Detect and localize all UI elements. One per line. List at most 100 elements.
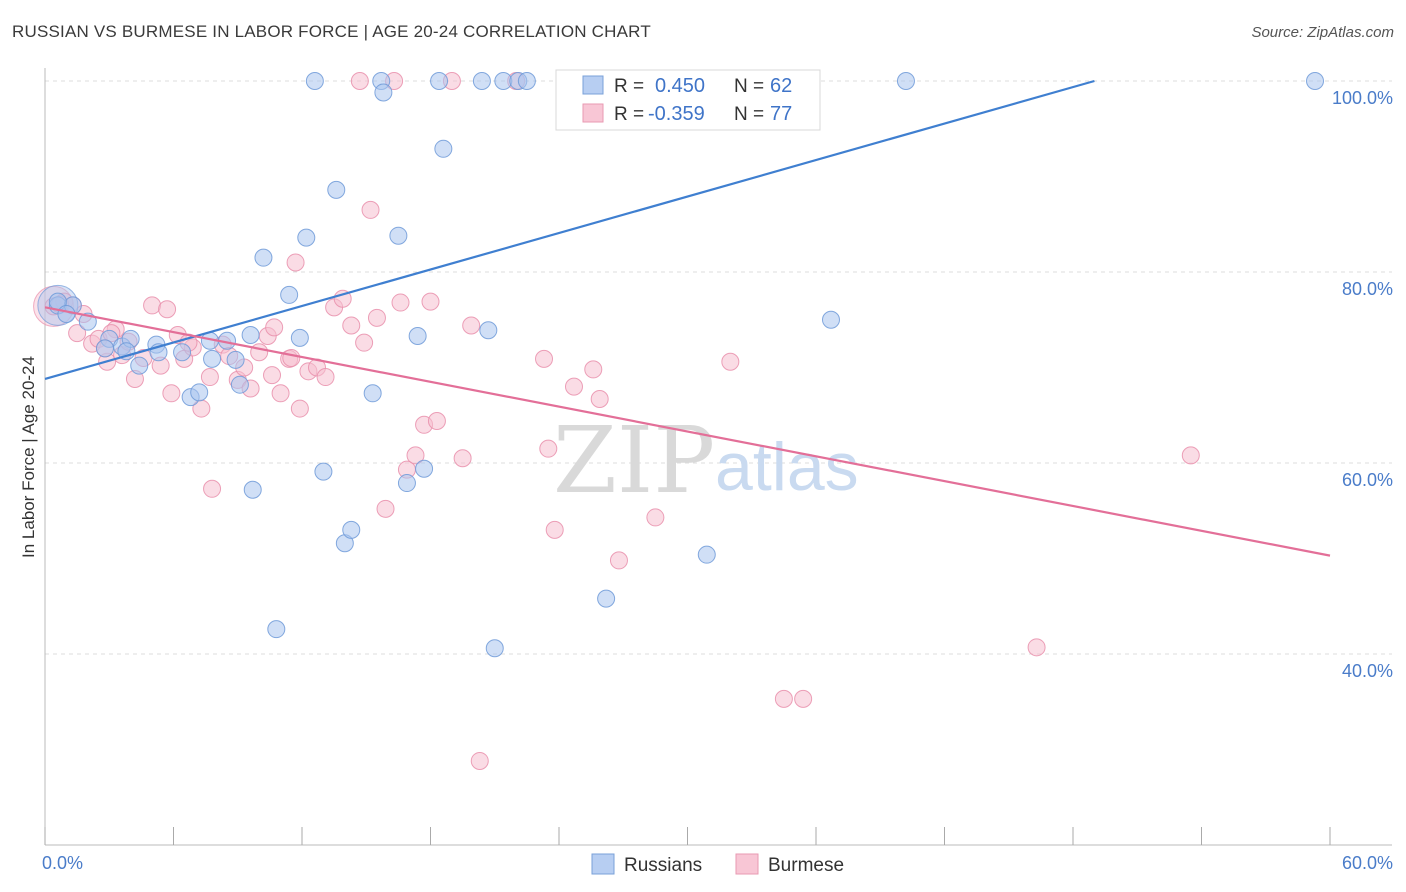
burmese-point — [539, 439, 558, 458]
burmese-point — [263, 366, 282, 385]
russians-point — [241, 326, 260, 345]
burmese-point — [162, 384, 181, 403]
burmese-point — [1181, 446, 1200, 465]
russians-point — [697, 545, 716, 564]
russians-point — [173, 343, 192, 362]
russians-point — [389, 226, 408, 245]
burmese-point — [361, 200, 380, 219]
russians-point — [472, 72, 491, 90]
y-axis-title: In Labor Force | Age 20-24 — [19, 356, 38, 558]
burmese-trend-line — [44, 306, 1331, 557]
burmese-point — [271, 384, 290, 403]
russians-point — [494, 72, 513, 90]
burmese-point — [367, 308, 386, 327]
russians-point — [363, 384, 382, 403]
russians-point — [342, 520, 361, 539]
russians-point — [479, 321, 498, 340]
burmese-point — [143, 296, 162, 315]
russians-point — [95, 339, 114, 358]
russians-point — [130, 356, 149, 375]
russians-points — [37, 72, 1325, 658]
russians-point — [254, 248, 273, 267]
tick-labels: 100.0% 80.0% 60.0% 40.0% 0.0% 60.0% — [42, 88, 1393, 873]
burmese-point — [794, 689, 813, 708]
burmese-point — [721, 352, 740, 371]
axes — [44, 68, 1392, 846]
watermark-zip: ZIP — [553, 407, 715, 514]
burmese-point — [355, 333, 374, 352]
russians-point — [327, 180, 346, 199]
russians-point — [485, 639, 504, 658]
russians-point — [374, 83, 393, 102]
bottom-legend-burmese-swatch — [735, 853, 759, 875]
russians-point — [290, 328, 309, 347]
russians-point — [280, 285, 299, 304]
burmese-point — [342, 316, 361, 335]
burmese-point — [333, 289, 352, 308]
bottom-legend-burmese: Burmese — [768, 855, 844, 876]
burmese-point — [391, 293, 410, 312]
burmese-point — [406, 446, 425, 465]
russians-point — [230, 375, 249, 394]
burmese-point — [250, 343, 269, 362]
trend-lines — [44, 79, 1331, 557]
burmese-point — [453, 449, 472, 468]
russians-trend-line — [44, 79, 1095, 381]
y-tick-label: 80.0% — [1342, 279, 1393, 299]
legend-russians-r-label: R = — [614, 76, 644, 97]
burmese-point — [158, 300, 177, 319]
burmese-point — [290, 399, 309, 418]
legend-russians-r-value: 0.450 — [655, 75, 705, 97]
legend-russians-n-label: N = — [734, 76, 764, 97]
legend-russians-n-value: 62 — [770, 75, 792, 97]
russians-point — [408, 326, 427, 345]
burmese-point — [286, 253, 305, 272]
x-tick-label: 60.0% — [1342, 853, 1393, 873]
russians-point — [1306, 72, 1325, 90]
chart-title: RUSSIAN VS BURMESE IN LABOR FORCE | AGE … — [12, 22, 651, 41]
burmese-point — [282, 348, 301, 367]
russians-point — [597, 589, 616, 608]
y-tick-label: 100.0% — [1332, 88, 1393, 108]
burmese-point — [200, 368, 219, 387]
russians-point — [415, 459, 434, 478]
russians-point — [267, 620, 286, 639]
burmese-point — [545, 520, 564, 539]
y-tick-label: 40.0% — [1342, 661, 1393, 681]
burmese-point — [774, 689, 793, 708]
russians-point — [305, 72, 324, 90]
russians-point — [226, 350, 245, 369]
y-tick-label: 60.0% — [1342, 470, 1393, 490]
burmese-point — [265, 318, 284, 337]
burmese-point — [421, 292, 440, 311]
legend-russians-swatch — [582, 75, 604, 95]
burmese-point — [646, 508, 665, 527]
russians-point — [430, 72, 449, 90]
burmese-point — [462, 316, 481, 335]
burmese-point — [535, 349, 554, 368]
legend-burmese-n-value: 77 — [770, 103, 792, 125]
burmese-point — [609, 551, 628, 570]
legend-box: R = 0.450 N = 62 R = -0.359 N = 77 — [555, 69, 821, 131]
burmese-point — [203, 479, 222, 498]
burmese-point — [590, 390, 609, 409]
russians-point — [517, 72, 536, 90]
russians-point — [397, 474, 416, 493]
chart-source: Source: ZipAtlas.com — [1251, 24, 1394, 41]
russians-point — [203, 349, 222, 368]
burmese-point — [350, 72, 369, 90]
russians-point — [821, 310, 840, 329]
russians-point — [190, 383, 209, 402]
russians-point — [243, 480, 262, 499]
russians-point — [434, 139, 453, 158]
burmese-point — [427, 411, 446, 430]
burmese-point — [470, 751, 489, 770]
bottom-legend-russians: Russians — [624, 855, 702, 876]
burmese-point — [376, 499, 395, 518]
legend-burmese-r-label: R = — [614, 104, 644, 125]
russians-point — [297, 228, 316, 247]
burmese-point — [584, 360, 603, 379]
legend-burmese-r-value: -0.359 — [648, 103, 705, 125]
legend-burmese-swatch — [582, 103, 604, 123]
